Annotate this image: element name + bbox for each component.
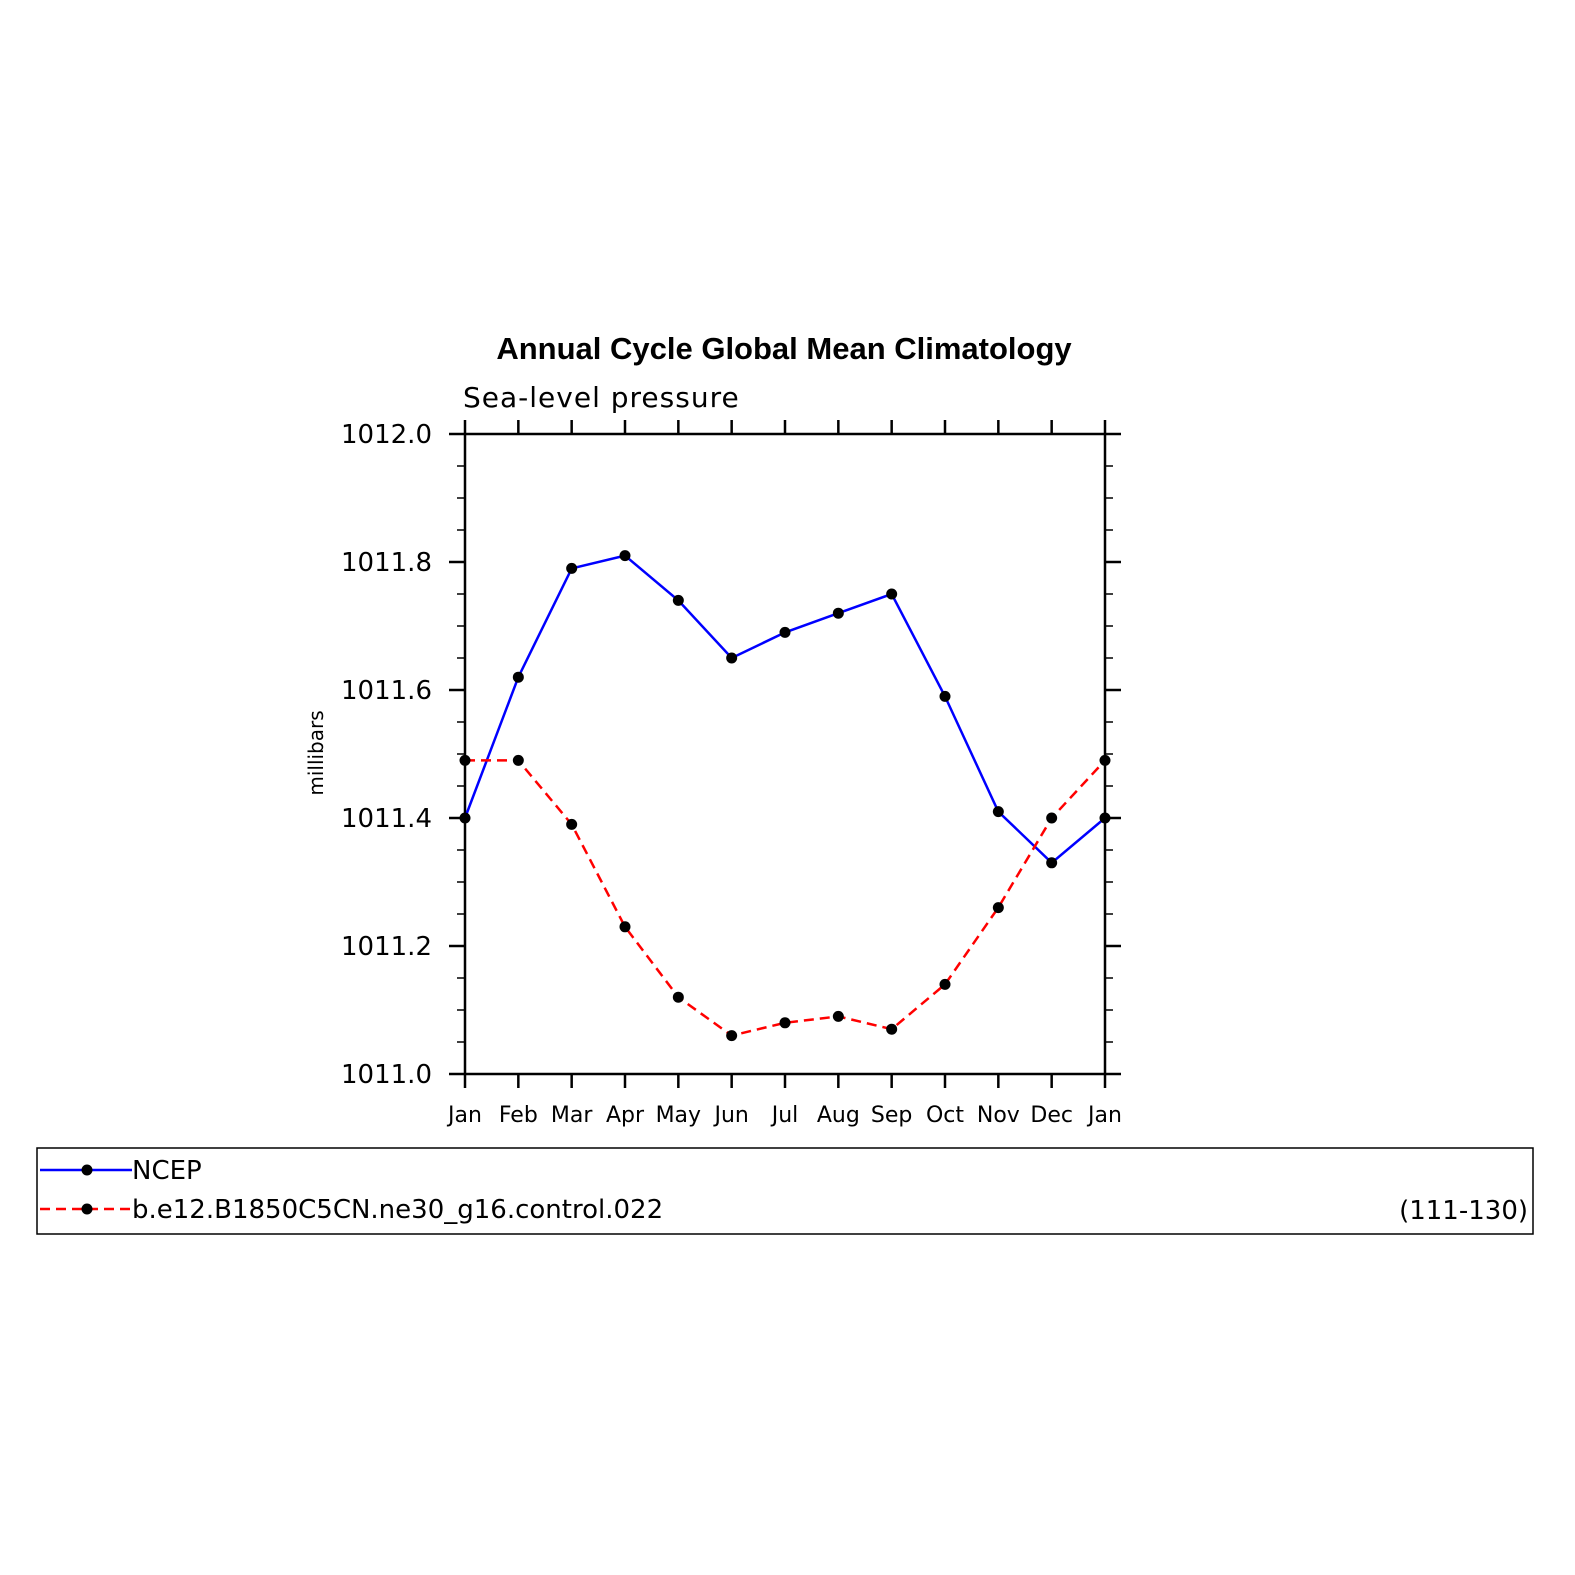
x-tick-label: Mar bbox=[551, 1103, 593, 1128]
data-point-s0 bbox=[566, 562, 578, 574]
x-tick-label: Jun bbox=[712, 1103, 748, 1128]
x-tick-label: Sep bbox=[871, 1103, 912, 1128]
data-point-s0 bbox=[886, 588, 898, 600]
y-tick-label: 1011.2 bbox=[341, 932, 432, 962]
y-axis-label: millibars bbox=[304, 710, 328, 795]
data-point-s1 bbox=[1099, 754, 1111, 766]
legend-marker-0 bbox=[81, 1164, 93, 1176]
data-point-s1 bbox=[832, 1010, 844, 1022]
y-tick-label: 1011.6 bbox=[341, 676, 432, 706]
x-tick-label: Jan bbox=[446, 1103, 482, 1128]
axes: Jan Feb Mar Apr May Jun Jul Aug Sep Oct Nov Dec Jan 1… bbox=[341, 420, 1122, 1128]
x-tick-label: Oct bbox=[926, 1103, 964, 1128]
data-point-s1 bbox=[726, 1030, 738, 1042]
data-point-s0 bbox=[672, 594, 684, 606]
x-tick-label: May bbox=[656, 1103, 701, 1128]
data-point-s0 bbox=[779, 626, 791, 638]
series-line-0 bbox=[463, 554, 1106, 865]
data-point-s0 bbox=[459, 812, 471, 824]
data-point-s1 bbox=[1046, 812, 1058, 824]
data-point-s0 bbox=[832, 607, 844, 619]
data-point-s1 bbox=[672, 991, 684, 1003]
legend-marker-1 bbox=[81, 1203, 93, 1215]
legend-box bbox=[36, 1147, 1534, 1235]
y-tick-label: 1011.8 bbox=[341, 548, 432, 578]
legend-label-1: b.e12.B1850C5CN.ne30_g16.control.022 bbox=[132, 1195, 663, 1225]
y-tick-label: 1011.4 bbox=[341, 804, 432, 834]
series-line-1 bbox=[465, 759, 1106, 1037]
x-tick-label: Dec bbox=[1030, 1103, 1073, 1128]
y-tick-label: 1012.0 bbox=[341, 420, 432, 450]
data-point-s0 bbox=[939, 690, 951, 702]
y-tick-label: 1011.0 bbox=[341, 1060, 432, 1090]
chart-title: Annual Cycle Global Mean Climatology bbox=[496, 331, 1072, 366]
chart-subtitle: Sea-level pressure bbox=[463, 381, 740, 414]
data-point-s0 bbox=[512, 671, 524, 683]
data-point-s0 bbox=[619, 550, 631, 562]
x-tick-label: Aug bbox=[817, 1103, 860, 1128]
data-point-s0 bbox=[992, 806, 1004, 818]
data-point-s1 bbox=[459, 754, 471, 766]
data-point-s1 bbox=[939, 978, 951, 990]
x-tick-label: Nov bbox=[977, 1103, 1020, 1128]
x-tick-label: Jul bbox=[770, 1103, 799, 1128]
x-tick-label: Feb bbox=[499, 1103, 538, 1128]
data-point-s1 bbox=[886, 1023, 898, 1035]
x-tick-label: Apr bbox=[606, 1103, 645, 1128]
legend-note: (111-130) bbox=[1399, 1196, 1528, 1226]
data-point-s1 bbox=[512, 754, 524, 766]
data-points bbox=[459, 550, 1111, 1042]
data-point-s1 bbox=[779, 1017, 791, 1029]
data-point-s1 bbox=[566, 818, 578, 830]
data-point-s0 bbox=[1046, 857, 1058, 869]
data-point-s1 bbox=[992, 902, 1004, 914]
plot-frame bbox=[463, 432, 1107, 1076]
data-point-s0 bbox=[1099, 812, 1111, 824]
data-point-s0 bbox=[726, 652, 738, 664]
x-tick-label: Jan bbox=[1086, 1103, 1122, 1128]
legend-label-0: NCEP bbox=[132, 1156, 202, 1186]
data-point-s1 bbox=[619, 921, 631, 933]
legend: NCEP b.e12.B1850C5CN.ne30_g16.control.022 bbox=[40, 1156, 663, 1225]
